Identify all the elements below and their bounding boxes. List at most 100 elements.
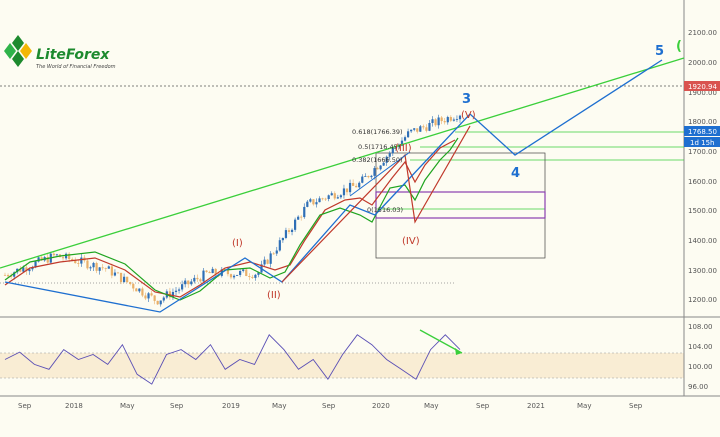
candle-body: [153, 295, 156, 301]
rsi-tick-label: 100.00: [688, 363, 713, 371]
candle-body: [446, 117, 449, 123]
candle-body: [116, 272, 120, 274]
candle-body: [135, 288, 138, 292]
candle-body: [290, 229, 294, 232]
price-axis: 2100.00 2000.00 1900.00 1800.00 1700.00 …: [688, 29, 717, 304]
time-axis: Sep 2018 May Sep 2019 May Sep 2020 May S…: [18, 402, 643, 410]
candle-body: [110, 266, 113, 276]
candle-body: [266, 259, 269, 264]
candle-body: [214, 268, 217, 275]
candle-body: [294, 219, 297, 230]
candle-body: [318, 198, 321, 203]
price-tick-label: 1900.00: [688, 89, 717, 97]
candle-body: [382, 162, 385, 166]
candle-body: [330, 193, 333, 196]
candle-body: [419, 126, 422, 132]
candle-body: [74, 260, 77, 264]
brand-name: LiteForex: [36, 47, 110, 63]
candle-body: [300, 216, 303, 218]
candle-body: [275, 250, 278, 254]
candle-body: [333, 193, 336, 199]
candle-body: [132, 284, 135, 289]
candle-body: [235, 274, 239, 276]
candle-body: [46, 257, 49, 263]
time-tick-label: May: [577, 402, 591, 410]
price-tick-label: 1500.00: [688, 207, 717, 215]
candle-body: [68, 253, 71, 260]
candle-body: [37, 257, 40, 262]
candle-body: [113, 272, 117, 276]
candle-body: [126, 276, 129, 282]
price-tick-label: 1200.00: [688, 296, 717, 304]
candle-body: [339, 195, 343, 198]
candle-body: [284, 230, 288, 238]
time-tick-label: 2020: [372, 402, 390, 410]
candle-body: [373, 168, 376, 176]
candle-body: [52, 253, 55, 256]
current-price-badge-text: 1768.50: [688, 128, 717, 136]
candle-body: [40, 257, 43, 261]
candle-body: [80, 257, 83, 264]
candle-body: [196, 277, 199, 280]
candle-body: [147, 293, 150, 299]
candle-body: [364, 176, 367, 177]
price-tick-label: 1300.00: [688, 267, 717, 275]
price-tick-label: 2000.00: [688, 59, 717, 67]
purple-zone-box: [375, 191, 546, 219]
candle-body: [287, 230, 291, 232]
blue-wave-path: [4, 59, 663, 313]
ma-fast-line: [4, 137, 459, 301]
candle-body: [232, 275, 236, 278]
rsi-axis: 108.00 104.00 100.00 96.00: [688, 323, 713, 391]
blue-short-diagonal: [349, 151, 411, 197]
price-tick-label: 1700.00: [688, 148, 717, 156]
candle-body: [254, 274, 257, 278]
candle-body: [122, 276, 126, 283]
time-tick-label: May: [272, 402, 286, 410]
wave-label-2: (II): [267, 290, 281, 301]
rsi-band: [0, 353, 684, 378]
candle-body: [309, 199, 312, 202]
candle-body: [324, 198, 327, 200]
candle-body: [443, 121, 446, 123]
candle-body: [138, 288, 141, 292]
wave-label-1: (I): [232, 238, 243, 249]
candle-body: [184, 280, 187, 285]
rsi-tick-label: 108.00: [688, 323, 713, 331]
time-tick-label: Sep: [18, 402, 32, 410]
candle-body: [394, 146, 397, 148]
candle-body: [367, 176, 370, 178]
candle-body: [28, 269, 31, 272]
candle-body: [403, 137, 407, 141]
time-tick-label: Sep: [476, 402, 490, 410]
candle-body: [278, 240, 281, 251]
candle-body: [410, 129, 413, 132]
candle-body: [6, 275, 10, 277]
rsi-tick-label: 104.00: [688, 343, 713, 351]
brand-logo: LiteForex The World of Financial Freedom: [4, 35, 116, 70]
candle-body: [385, 156, 388, 163]
time-tick-label: Sep: [170, 402, 184, 410]
time-tick-label: Sep: [629, 402, 643, 410]
fib-50-label: 0.5(1716.45): [358, 143, 400, 151]
rsi-group: [4, 334, 461, 385]
candle-body: [458, 115, 462, 120]
candle-body: [306, 201, 309, 207]
wave-label-big3: 3: [462, 92, 471, 107]
candle-body: [416, 128, 419, 132]
candle-body: [181, 284, 184, 290]
rsi-green-arrow: [419, 329, 463, 354]
time-tick-label: 2021: [527, 402, 545, 410]
target-price-badge-text: 1920.94: [688, 83, 717, 91]
candle-body: [361, 176, 364, 183]
price-tick-label: 1400.00: [688, 237, 717, 245]
timeframe-badge-text: 1d 15h: [690, 139, 714, 147]
candle-body: [141, 288, 144, 296]
target-price-badge: [684, 81, 720, 91]
candle-body: [239, 270, 242, 275]
candle-body: [89, 267, 92, 269]
candle-body: [434, 119, 437, 126]
candle-body: [312, 199, 315, 205]
